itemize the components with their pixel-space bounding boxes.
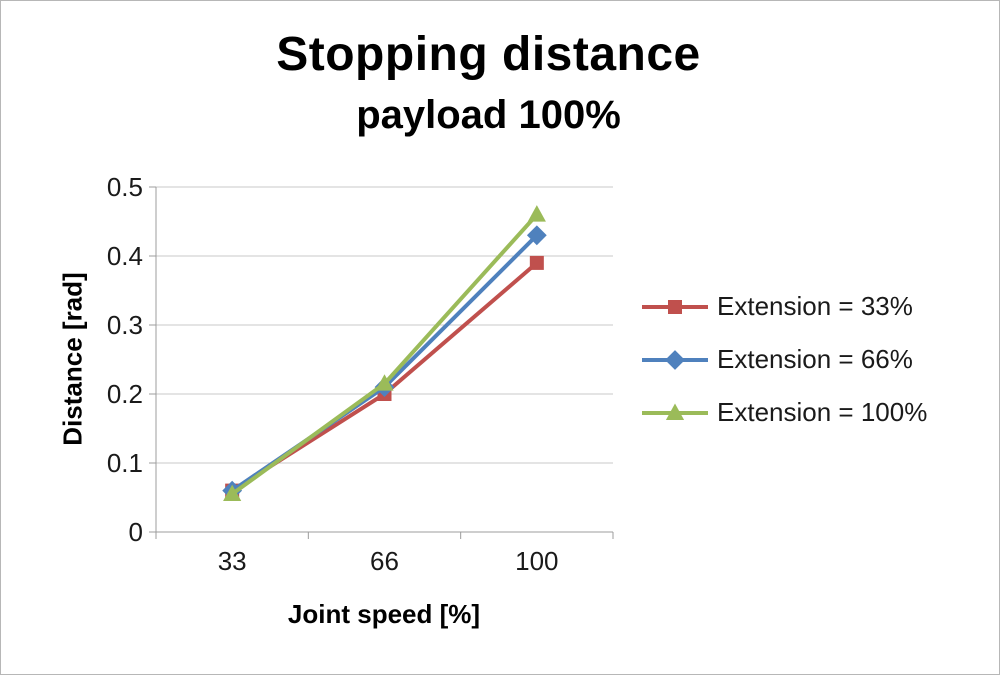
- chart-title: Stopping distance: [276, 28, 701, 81]
- x-tick-label: 66: [370, 546, 399, 576]
- x-tick-label: 33: [217, 546, 247, 576]
- chart-subtitle: payload 100%: [356, 93, 621, 137]
- y-tick-label: 0.1: [106, 448, 143, 478]
- y-tick-label: 0.3: [106, 310, 143, 340]
- legend-sample: [642, 349, 708, 370]
- diamond-marker-icon: [665, 349, 685, 370]
- legend: Extension = 33% Extension = 66% Extension …: [642, 280, 927, 439]
- legend-item: Extension = 100%: [642, 386, 927, 439]
- square-marker-icon: [529, 255, 544, 270]
- y-tick-label: 0.5: [106, 172, 143, 202]
- legend-item: Extension = 66%: [642, 333, 927, 386]
- triangle-marker-icon: [223, 484, 242, 502]
- legend-sample: [642, 403, 708, 420]
- y-axis-title: Distance [rad]: [57, 272, 88, 446]
- legend-label: Extension = 33%: [717, 291, 913, 321]
- triangle-marker-icon: [665, 403, 685, 420]
- y-tick-label: 0.4: [106, 241, 143, 271]
- y-tick-label: 0.2: [106, 379, 143, 409]
- x-axis-title: Joint speed [%]: [287, 599, 481, 629]
- series-line: [230, 212, 539, 497]
- y-tick-label: 0: [128, 517, 143, 547]
- x-tick-label: 100: [515, 546, 559, 576]
- legend-sample: [642, 299, 708, 314]
- triangle-marker-icon: [375, 374, 394, 391]
- legend-label: Extension = 100%: [717, 397, 928, 427]
- square-marker-icon: [668, 299, 682, 314]
- series-line: [230, 233, 539, 493]
- legend-label: Extension = 66%: [717, 344, 913, 374]
- triangle-marker-icon: [527, 205, 546, 222]
- legend-item: Extension = 33%: [642, 280, 927, 333]
